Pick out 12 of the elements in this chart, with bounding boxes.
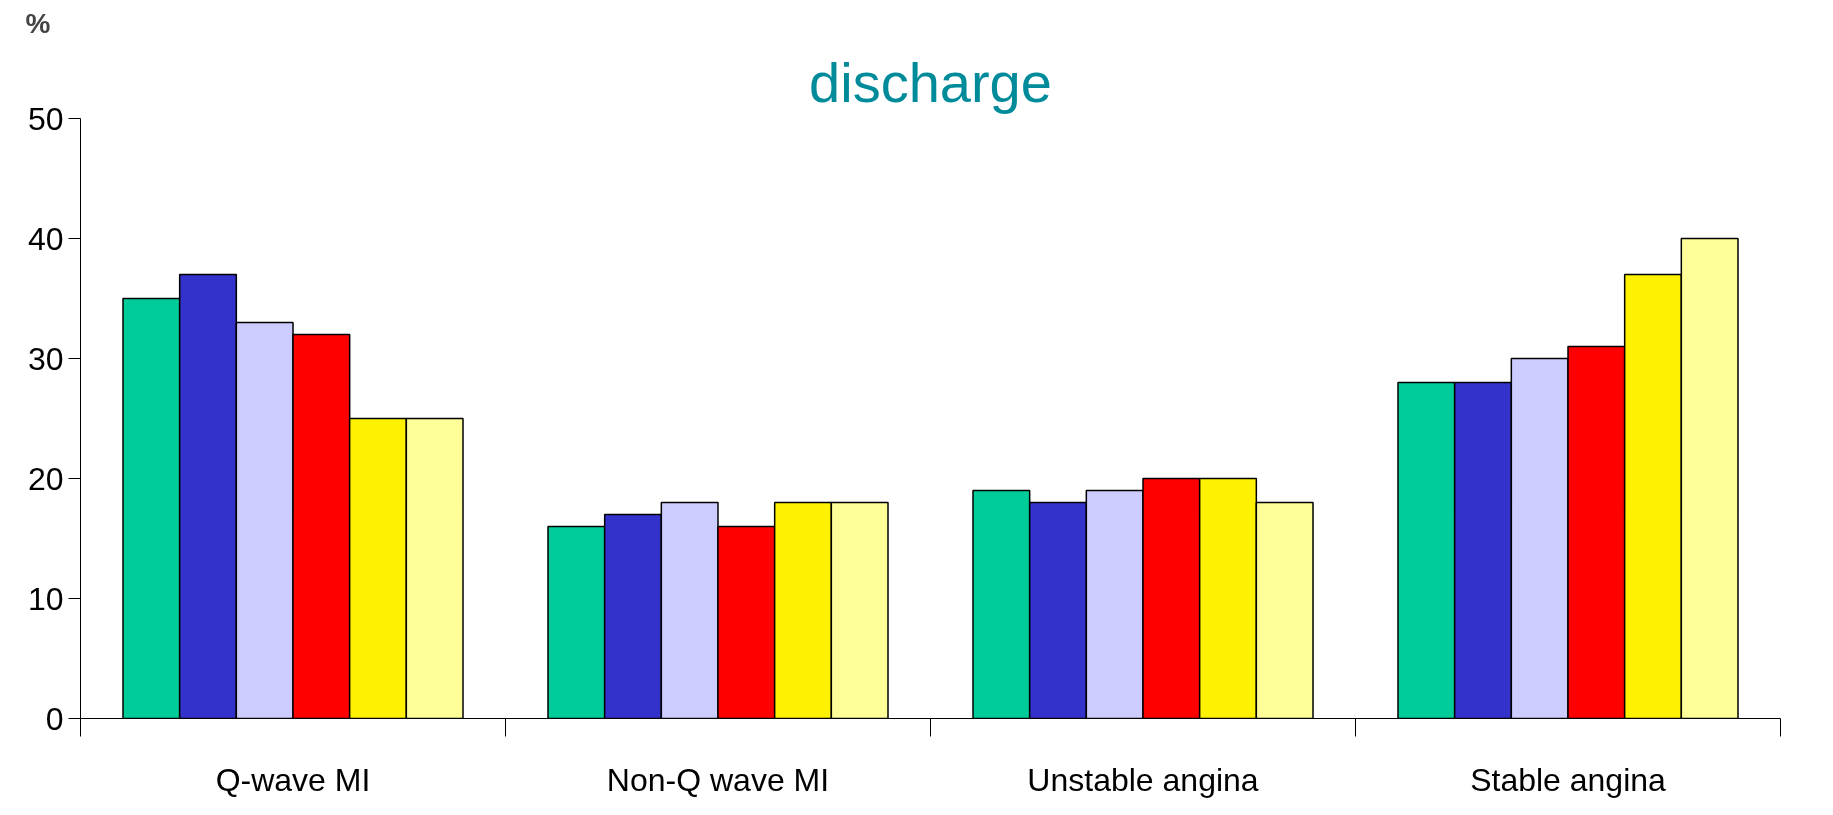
x-tick-label: Unstable angina [1027,761,1259,798]
y-tick-label: 50 [27,100,64,137]
y-tick-label: 10 [27,580,64,617]
x-tick-label: Stable angina [1470,761,1667,798]
y-axis-title: % [25,7,51,39]
y-tick-label: 30 [27,340,64,377]
x-tick-label: Non-Q wave MI [606,761,830,798]
x-tick-label: Q-wave MI [215,761,371,798]
chart-title: discharge [809,50,1052,114]
y-tick-label: 20 [27,460,64,497]
y-tick-label: 40 [27,220,64,257]
y-tick-label: 0 [45,700,64,737]
